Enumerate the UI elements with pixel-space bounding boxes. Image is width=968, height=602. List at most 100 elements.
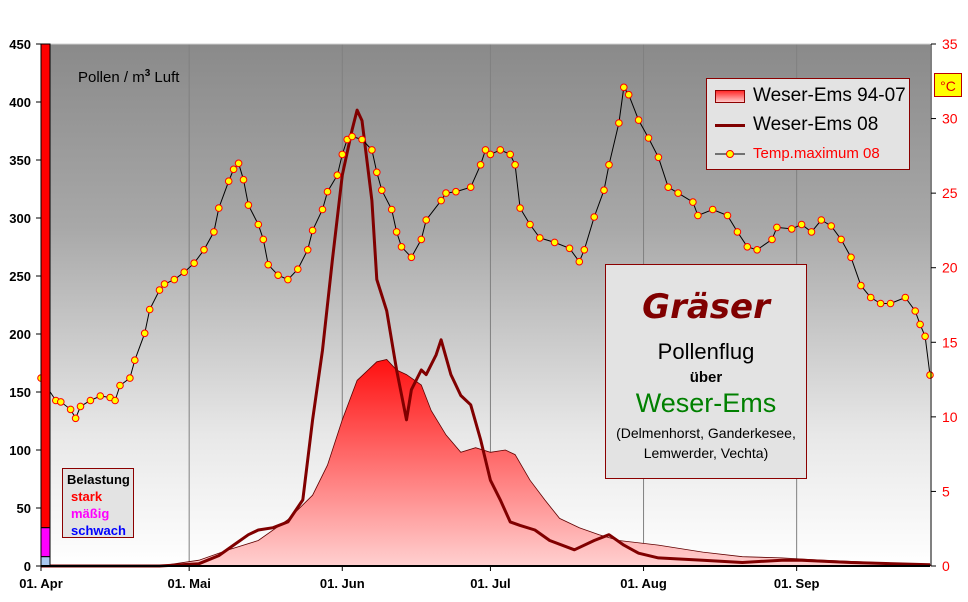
temp-point: [624, 90, 633, 99]
temp-point: [901, 293, 910, 302]
temp-point: [116, 381, 124, 390]
temp-point: [348, 132, 356, 141]
temp-point: [259, 235, 268, 244]
y-tick-label-right: 25: [942, 185, 958, 201]
temp-point: [743, 243, 752, 251]
temp-point: [200, 246, 208, 254]
legend-marker-icon: [715, 149, 745, 158]
temp-point: [837, 235, 845, 244]
temp-point: [565, 244, 574, 253]
temp-point: [550, 238, 559, 247]
temp-point: [392, 228, 401, 236]
temp-point: [768, 235, 776, 244]
temp-point: [155, 286, 164, 294]
load-level-maessig: mäßig: [71, 506, 110, 521]
temp-point: [170, 275, 179, 284]
temp-point: [476, 161, 485, 169]
y-tick-label-left: 100: [9, 443, 31, 458]
temp-point: [644, 134, 653, 142]
load-legend: Belastung stark mäßig schwach: [62, 468, 134, 538]
temp-point: [486, 150, 495, 159]
temp-point: [689, 198, 697, 206]
temp-point: [437, 196, 445, 205]
temp-point: [605, 161, 613, 169]
y-tick-label-right: 30: [942, 111, 958, 127]
temp-point: [733, 228, 742, 236]
temp-point: [180, 268, 188, 277]
temp-point: [916, 320, 924, 329]
temp-point: [797, 220, 806, 229]
legend-item-94-07: Weser-Ems 94-07: [715, 85, 906, 107]
temp-point: [921, 332, 929, 341]
temp-point: [876, 299, 885, 308]
temp-point: [773, 223, 781, 232]
line-temp-maximum-08: [40, 85, 931, 420]
temp-point: [368, 146, 376, 154]
temp-point: [481, 146, 490, 154]
temp-point: [694, 211, 702, 220]
temp-point: [866, 293, 875, 302]
temp-point: [323, 187, 332, 196]
temp-point: [615, 119, 623, 127]
temp-point: [333, 171, 342, 179]
temp-point: [857, 281, 865, 290]
temp-point: [215, 204, 223, 212]
temp-point: [452, 187, 460, 196]
temp-point: [600, 186, 608, 194]
y-tick-label-right: 0: [942, 558, 950, 574]
temp-point: [318, 205, 327, 214]
temp-point: [526, 220, 534, 229]
temp-point: [254, 220, 263, 229]
temp-point: [71, 414, 80, 423]
temp-point: [284, 275, 292, 284]
info-line1: Pollenflug: [657, 339, 755, 364]
temp-point: [407, 253, 416, 262]
temp-point: [496, 146, 505, 154]
temp-point: [847, 253, 855, 262]
info-line2: über: [689, 369, 723, 386]
temp-point: [397, 243, 406, 251]
temp-point: [442, 189, 450, 197]
y-tick-label-left: 50: [17, 501, 31, 516]
temp-point: [807, 228, 816, 236]
x-tick-label: 01. Mai: [167, 576, 210, 591]
legend-item-temp: Temp.maximum 08: [715, 145, 880, 162]
x-tick-label: 01. Aug: [620, 576, 667, 591]
temp-point: [466, 183, 475, 191]
y-tick-label-right: 20: [942, 260, 958, 276]
temp-point: [86, 396, 95, 405]
y-tick-label-left: 0: [24, 559, 31, 574]
temp-point: [229, 165, 238, 174]
x-tick-label: 01. Sep: [774, 576, 820, 591]
temp-point: [140, 329, 149, 338]
temp-point: [654, 153, 663, 162]
temp-point: [190, 259, 198, 268]
temp-point: [787, 225, 796, 233]
y-tick-label-left: 450: [9, 37, 31, 52]
temp-point: [264, 260, 273, 269]
line-weser-ems-08: [41, 108, 931, 568]
right-axis-unit: °C: [934, 73, 962, 97]
x-tick-label: 01. Jul: [470, 576, 510, 591]
temp-point: [224, 177, 233, 185]
temp-point: [308, 226, 317, 235]
temp-point: [338, 150, 347, 159]
y-tick-label-right: 5: [942, 483, 950, 499]
y-tick-label-left: 150: [9, 385, 31, 400]
load-bar-stark: [40, 43, 51, 529]
temp-point: [76, 402, 85, 411]
y-tick-label-right: 15: [942, 334, 958, 350]
info-box: Gräser Pollenflug über Weser-Ems (Delmen…: [605, 264, 807, 479]
temp-point: [387, 205, 396, 214]
x-tick-label: 01. Apr: [19, 576, 63, 591]
temp-point: [817, 216, 826, 224]
temp-point: [96, 392, 105, 400]
temp-point: [926, 371, 934, 379]
y-tick-label-left: 200: [9, 327, 31, 342]
temp-point: [634, 116, 643, 124]
temp-point: [575, 257, 584, 266]
temp-point: [111, 396, 119, 405]
y-tick-label-right: 35: [942, 36, 958, 52]
temp-point: [417, 235, 426, 244]
temp-point: [911, 307, 920, 315]
